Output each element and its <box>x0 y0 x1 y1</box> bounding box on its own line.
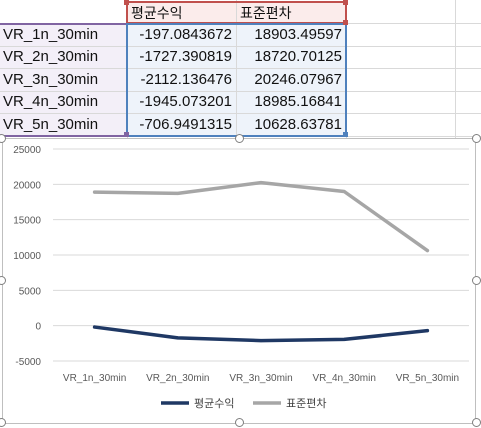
x-tick-label: VR_2n_30min <box>146 373 209 384</box>
row-divider <box>0 46 481 47</box>
row-label-cell[interactable]: VR_1n_30min <box>3 26 99 43</box>
y-tick-label: -5000 <box>15 357 41 368</box>
y-tick-label: 5000 <box>19 286 42 297</box>
mean-value-cell[interactable]: -1945.073201 <box>139 93 232 110</box>
data-point[interactable] <box>425 249 429 253</box>
mean-value-cell[interactable]: -197.0843672 <box>139 26 232 43</box>
x-tick-label: VR_4n_30min <box>313 373 376 384</box>
y-tick-label: 0 <box>35 322 41 333</box>
chart-resize-handle-bottom[interactable] <box>235 418 244 427</box>
chart-plot-area: -5000 0 5000 10000 15000 20000 25000 VR_1n_30mi… <box>13 145 469 410</box>
series-name-range-highlight <box>126 1 347 24</box>
series-line-2[interactable] <box>92 180 430 253</box>
range-resize-handle[interactable] <box>124 132 129 137</box>
std-value-cell[interactable]: 10628.63781 <box>254 116 342 133</box>
y-tick-label: 20000 <box>13 180 41 191</box>
row-divider <box>0 113 481 114</box>
header-cell-mean[interactable]: 평균수익 <box>131 5 183 21</box>
data-point[interactable] <box>342 190 346 194</box>
data-point[interactable] <box>259 181 263 185</box>
row-label-cell[interactable]: VR_2n_30min <box>3 48 99 65</box>
category-range-highlight <box>0 23 128 137</box>
row-label-cell[interactable]: VR_4n_30min <box>3 93 99 110</box>
data-point[interactable] <box>425 329 429 333</box>
data-point[interactable] <box>342 337 346 341</box>
column-divider <box>236 0 237 138</box>
y-tick-label: 10000 <box>13 251 41 262</box>
mean-value-cell[interactable]: -706.9491315 <box>139 116 232 133</box>
spreadsheet-grid: 평균수익 표준편차 VR_1n_30min -197.0843672 18903… <box>0 0 481 138</box>
range-resize-handle[interactable] <box>124 0 129 5</box>
data-point[interactable] <box>93 190 97 194</box>
values-range-highlight <box>126 23 347 137</box>
line-chart[interactable]: -5000 0 5000 10000 15000 20000 25000 VR_1n_30mi… <box>2 138 476 424</box>
x-tick-label: VR_5n_30min <box>396 373 459 384</box>
chart-resize-handle-top[interactable] <box>235 134 244 143</box>
std-value-cell[interactable]: 18903.49597 <box>254 26 342 43</box>
legend-label: 평균수익 <box>194 397 234 410</box>
header-cell-std[interactable]: 표준편차 <box>240 5 292 21</box>
y-tick-label: 15000 <box>13 216 41 227</box>
x-tick-label: VR_1n_30min <box>63 373 126 384</box>
std-value-cell[interactable]: 18985.16841 <box>254 93 342 110</box>
data-point[interactable] <box>176 191 180 195</box>
chart-resize-handle-top-right[interactable] <box>472 134 481 143</box>
column-divider <box>455 0 456 138</box>
chart-resize-handle-left[interactable] <box>0 276 6 285</box>
data-point[interactable] <box>259 339 263 343</box>
legend-label: 표준편차 <box>286 397 326 410</box>
range-resize-handle[interactable] <box>343 132 348 137</box>
std-value-cell[interactable]: 18720.70125 <box>254 48 342 65</box>
data-point[interactable] <box>176 336 180 340</box>
std-value-cell[interactable]: 20246.07967 <box>254 71 342 88</box>
range-resize-handle[interactable] <box>343 20 348 25</box>
chart-resize-handle-top-left[interactable] <box>0 134 6 143</box>
range-resize-handle[interactable] <box>343 0 348 5</box>
chart-resize-handle-right[interactable] <box>472 276 481 285</box>
x-tick-label: VR_3n_30min <box>229 373 292 384</box>
series-line-1[interactable] <box>92 325 430 343</box>
data-point[interactable] <box>93 325 97 329</box>
row-label-cell[interactable]: VR_3n_30min <box>3 71 99 88</box>
row-divider <box>0 91 481 92</box>
row-label-range-fill <box>0 23 127 136</box>
mean-value-cell[interactable]: -1727.390819 <box>139 48 232 65</box>
chart-resize-handle-bottom-right[interactable] <box>472 418 481 427</box>
row-label-cell[interactable]: VR_5n_30min <box>3 116 99 133</box>
mean-value-cell[interactable]: -2112.136476 <box>140 71 232 88</box>
chart-resize-handle-bottom-left[interactable] <box>0 418 6 427</box>
row-divider <box>0 68 481 69</box>
y-tick-label: 25000 <box>13 145 41 156</box>
